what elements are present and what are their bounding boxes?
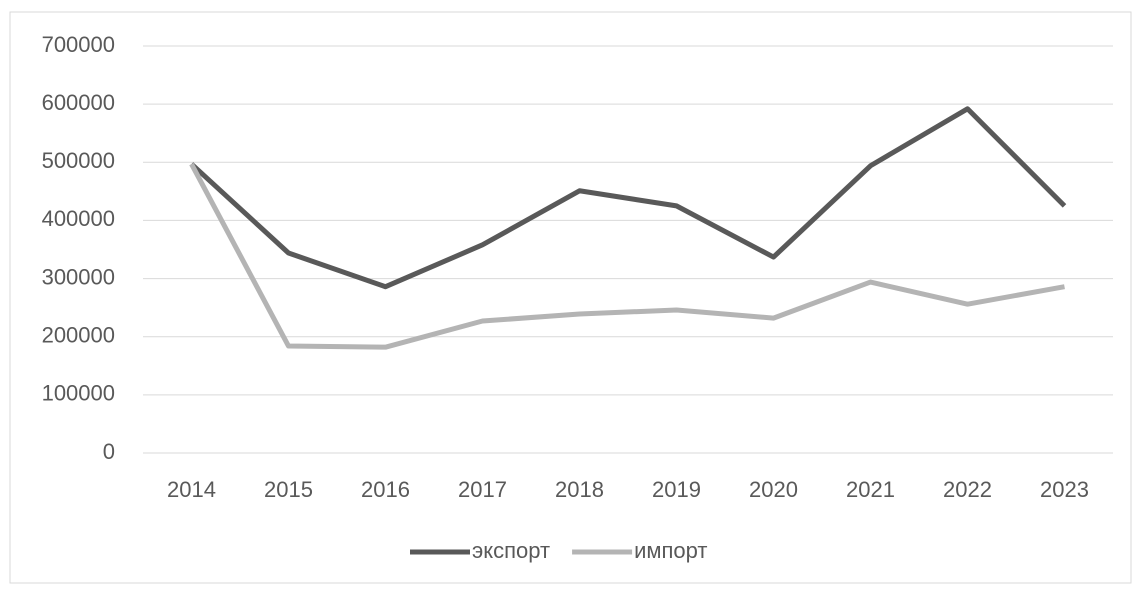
x-tick-label: 2023 bbox=[1040, 477, 1089, 502]
line-series bbox=[189, 162, 1065, 350]
line-series bbox=[189, 106, 1067, 290]
y-tick-label: 400000 bbox=[42, 206, 115, 231]
y-tick-label: 300000 bbox=[42, 264, 115, 289]
y-tick-label: 700000 bbox=[42, 32, 115, 57]
x-tick-label: 2017 bbox=[458, 477, 507, 502]
y-tick-label: 200000 bbox=[42, 323, 115, 348]
x-tick-label: 2021 bbox=[846, 477, 895, 502]
chart-frame bbox=[9, 11, 1132, 584]
legend-label: импорт bbox=[634, 538, 707, 563]
legend-label: экспорт bbox=[472, 538, 550, 563]
x-tick-label: 2022 bbox=[943, 477, 992, 502]
x-tick-label: 2019 bbox=[652, 477, 701, 502]
y-tick-label: 100000 bbox=[42, 381, 115, 406]
x-tick-label: 2018 bbox=[555, 477, 604, 502]
y-tick-label: 0 bbox=[103, 439, 115, 464]
x-tick-label: 2015 bbox=[264, 477, 313, 502]
x-tick-label: 2016 bbox=[361, 477, 410, 502]
x-tick-label: 2020 bbox=[749, 477, 798, 502]
y-tick-label: 500000 bbox=[42, 148, 115, 173]
y-tick-label: 600000 bbox=[42, 90, 115, 115]
x-tick-label: 2014 bbox=[167, 477, 216, 502]
